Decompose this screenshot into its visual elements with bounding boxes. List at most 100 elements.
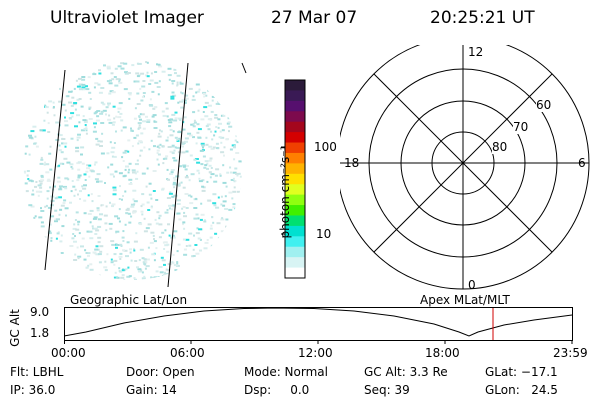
speckle [106, 67, 111, 70]
speckle [174, 111, 178, 114]
speckle [196, 90, 200, 93]
speckle [180, 106, 185, 109]
timeline-x-tick-1200: 12:00 [298, 346, 333, 360]
speckle [87, 76, 91, 79]
speckle [80, 105, 84, 108]
speckle [171, 234, 175, 237]
speckle [176, 146, 181, 149]
speckle [155, 270, 159, 273]
speckle [58, 196, 62, 199]
speckle [188, 87, 193, 90]
speckle [101, 132, 104, 135]
speckle [196, 169, 200, 172]
speckle [135, 80, 140, 83]
speckle [192, 111, 196, 114]
speckle [169, 172, 174, 175]
speckle [236, 190, 241, 193]
speckle [56, 232, 60, 235]
speckle [158, 146, 161, 149]
speckle [119, 252, 123, 255]
speckle [58, 134, 63, 137]
speckle [202, 93, 206, 95]
speckle [140, 72, 145, 75]
speckle [139, 118, 142, 121]
colorbar-unit-label: photon cm⁻²s⁻¹ [278, 145, 292, 239]
speckle [152, 107, 156, 110]
speckle [180, 91, 182, 94]
speckle [174, 72, 177, 75]
speckle [60, 234, 63, 237]
speckle [115, 115, 118, 118]
speckle [102, 109, 107, 112]
speckle [104, 269, 108, 272]
speckle [154, 71, 158, 73]
speckle [100, 87, 105, 89]
speckle [59, 187, 62, 190]
speckle [233, 146, 236, 149]
speckle [78, 98, 82, 100]
speckle [195, 232, 200, 235]
speckle [125, 165, 129, 168]
speckle [210, 110, 214, 113]
speckle [218, 122, 222, 125]
speckle [196, 161, 201, 164]
speckle [108, 121, 113, 124]
speckle [123, 249, 128, 252]
speckle [224, 208, 229, 210]
speckle [223, 154, 225, 157]
speckle [207, 128, 211, 131]
speckle [157, 276, 160, 278]
speckle [88, 106, 92, 109]
speckle [114, 67, 118, 70]
speckle [100, 101, 104, 104]
speckle [81, 78, 86, 81]
speckle [122, 240, 125, 242]
colorbar-band [285, 111, 305, 123]
speckle [232, 177, 235, 180]
speckle [108, 114, 111, 117]
speckle [235, 172, 240, 175]
speckle [35, 145, 39, 148]
colorbar-gradient [285, 80, 305, 279]
speckle [222, 181, 227, 184]
speckle [169, 134, 174, 137]
speckle [132, 198, 135, 201]
speckle [164, 211, 169, 214]
speckle [75, 79, 78, 82]
speckle [54, 218, 58, 221]
speckle [86, 230, 90, 233]
speckle [209, 227, 213, 230]
speckle [128, 275, 132, 278]
speckle [70, 112, 75, 115]
speckle [198, 180, 203, 183]
speckle [94, 82, 99, 85]
speckle [39, 190, 43, 193]
speckle [131, 169, 136, 172]
speckle [92, 130, 97, 133]
speckle [95, 229, 100, 232]
speckle [220, 230, 224, 233]
speckle [84, 124, 87, 126]
speckle [145, 185, 148, 188]
speckle [171, 208, 174, 211]
speckle [121, 274, 125, 277]
speckle [76, 85, 81, 88]
speckle [133, 200, 138, 203]
speckle [181, 207, 184, 210]
speckle [177, 151, 181, 154]
speckle [182, 223, 184, 226]
speckle [149, 98, 152, 101]
polar-diagonal-2 [373, 73, 553, 253]
speckle [171, 113, 176, 116]
speckle [227, 121, 231, 124]
speckle [226, 138, 229, 141]
speckle [80, 129, 85, 132]
speckle [183, 227, 186, 230]
speckle [113, 253, 117, 256]
speckle [106, 253, 109, 256]
speckle [192, 125, 196, 128]
speckle [194, 244, 198, 246]
speckle [215, 168, 220, 171]
speckle [153, 127, 158, 129]
speckle [90, 193, 93, 196]
